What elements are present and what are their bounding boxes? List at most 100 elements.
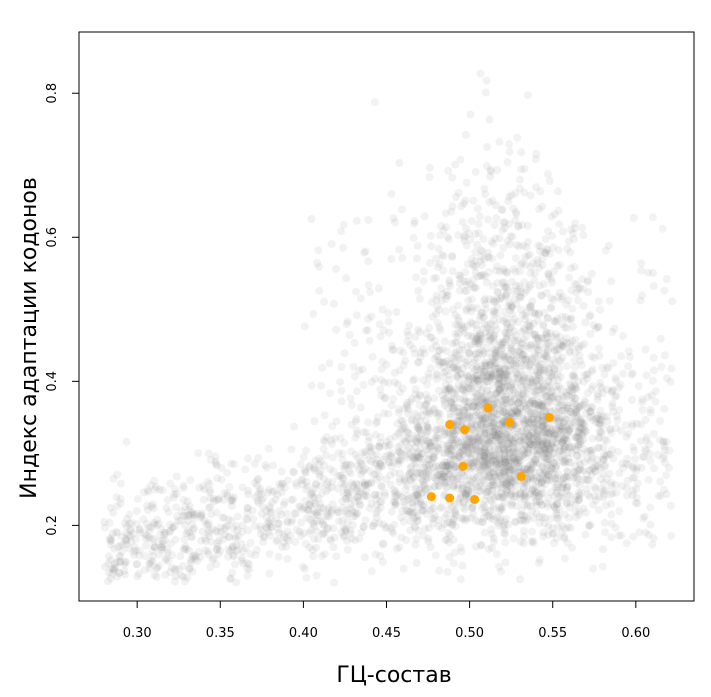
background-point — [552, 534, 561, 543]
background-point — [493, 430, 502, 439]
background-point — [131, 535, 140, 544]
background-point — [456, 155, 465, 164]
background-point — [553, 514, 562, 523]
background-point — [492, 347, 501, 356]
background-point — [564, 458, 573, 467]
background-point — [540, 453, 549, 462]
background-point — [383, 522, 391, 531]
background-point — [523, 415, 532, 424]
background-point — [516, 575, 525, 584]
background-point — [399, 361, 408, 370]
background-point — [568, 336, 577, 345]
background-point — [132, 520, 141, 529]
background-point — [612, 391, 621, 400]
background-point — [451, 329, 460, 338]
background-point — [638, 291, 646, 300]
background-point — [579, 401, 588, 409]
background-point — [420, 349, 429, 358]
background-point — [254, 498, 263, 507]
background-point — [603, 450, 612, 459]
background-point — [536, 247, 545, 256]
background-point — [557, 391, 566, 400]
background-point — [147, 523, 156, 532]
background-point — [497, 382, 506, 391]
background-point — [560, 442, 569, 451]
background-point — [549, 529, 558, 538]
background-point — [301, 564, 310, 573]
background-point — [609, 454, 618, 463]
background-point — [541, 334, 550, 343]
background-point — [536, 242, 545, 251]
background-point — [309, 309, 318, 318]
background-point — [126, 525, 135, 534]
background-point — [275, 480, 284, 489]
background-point — [570, 235, 578, 243]
background-point — [278, 479, 287, 488]
background-point — [554, 394, 562, 403]
background-point — [146, 559, 155, 568]
background-point — [533, 429, 542, 438]
background-point — [553, 474, 562, 483]
background-point — [502, 456, 511, 465]
background-point — [465, 450, 474, 459]
background-point — [424, 537, 433, 546]
background-point — [431, 462, 440, 471]
background-point — [537, 398, 546, 406]
background-point — [464, 397, 473, 406]
background-point — [474, 460, 483, 469]
background-point — [209, 554, 218, 563]
background-point — [468, 484, 477, 493]
background-point — [574, 496, 583, 504]
background-point — [401, 436, 410, 445]
background-point — [667, 364, 676, 373]
background-point — [570, 381, 579, 390]
background-point — [637, 266, 646, 275]
background-point — [144, 523, 153, 532]
background-point — [477, 365, 486, 374]
background-point — [639, 514, 648, 523]
background-point — [238, 483, 247, 492]
background-point — [473, 204, 482, 213]
background-point — [179, 481, 188, 490]
background-point — [583, 490, 592, 499]
background-point — [500, 449, 509, 458]
background-point — [572, 385, 581, 394]
background-point — [556, 446, 565, 455]
background-point — [564, 315, 573, 324]
background-point — [494, 441, 503, 450]
background-point — [629, 443, 638, 452]
background-point — [462, 178, 471, 187]
background-point — [315, 460, 323, 469]
background-point — [472, 371, 481, 380]
background-point — [504, 376, 513, 385]
background-point — [493, 388, 502, 397]
background-point — [133, 494, 142, 503]
background-point — [471, 393, 479, 401]
highlight-point — [505, 417, 514, 427]
background-point — [481, 454, 489, 463]
background-point — [515, 395, 524, 404]
background-point — [238, 521, 247, 530]
background-point — [526, 439, 535, 448]
background-point — [489, 534, 498, 543]
background-point — [554, 187, 562, 196]
background-point — [500, 267, 509, 276]
background-point — [476, 246, 485, 255]
x-tick-label: 0.35 — [206, 626, 235, 641]
background-point — [365, 443, 374, 452]
background-point — [371, 374, 380, 383]
background-point — [522, 493, 530, 502]
background-point — [287, 445, 296, 454]
background-point — [100, 518, 108, 527]
background-point — [419, 477, 428, 486]
background-point — [538, 202, 547, 211]
background-point — [454, 313, 463, 322]
background-point — [104, 568, 113, 577]
background-point — [599, 487, 608, 495]
background-point — [598, 421, 607, 430]
background-point — [220, 530, 229, 539]
background-point — [525, 417, 534, 426]
background-point — [368, 522, 377, 531]
background-point — [451, 461, 460, 470]
background-point — [575, 351, 584, 360]
